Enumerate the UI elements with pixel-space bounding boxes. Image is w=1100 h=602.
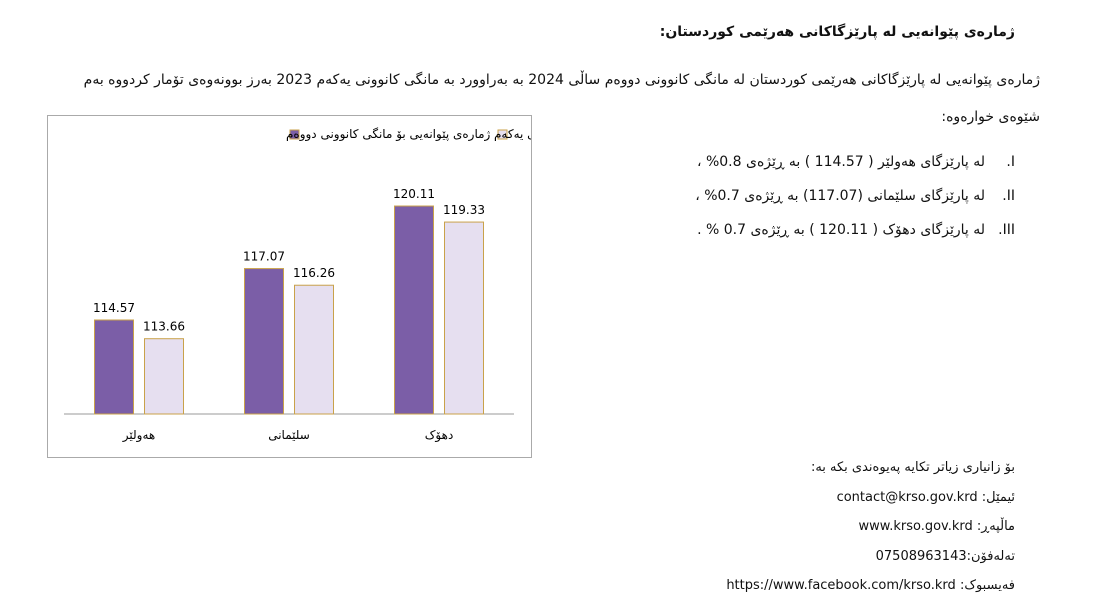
contact-block: بۆ زانیاری زیاتر تکایە پەیوەندی بکە بە: … (726, 453, 1015, 601)
data-label: 116.26 (293, 266, 335, 280)
contact-phone: تەلەفۆن:07508963143 (875, 548, 1015, 564)
data-label: 120.11 (393, 187, 435, 201)
legend-swatch (497, 129, 508, 140)
legend-label: ژمارەی پێوانەیی بۆ مانگی کانوونی دووەم (286, 127, 491, 142)
bar (144, 338, 184, 415)
contact-website: ماڵپەڕ: www.krso.gov.krd (858, 519, 1016, 534)
intro-paragraph: ژمارەی پێوانەیی لە پارێزگاکانی هەرێمی کو… (83, 72, 1040, 125)
legend-swatch (289, 129, 300, 140)
bar (244, 268, 284, 415)
result-list: I. لە پارێزگای هەولێر ( 114.57 ) بە ڕێژەی… (695, 145, 1015, 247)
bar (444, 221, 484, 415)
bar (294, 284, 334, 415)
x-tick-label: هەولێر (122, 428, 155, 443)
list-text: لە پارێزگای هەولێر ( 114.57 ) بە ڕێژەی 0… (696, 154, 985, 170)
x-tick-label: دهۆک (425, 428, 454, 443)
bar (394, 205, 434, 415)
x-tick-label: سلێمانی (268, 428, 310, 442)
data-label: 113.66 (143, 320, 185, 334)
list-item: II. لە پارێزگای سلێمانی (117.07) بە ڕێژەی… (695, 179, 1015, 213)
data-label: 119.33 (443, 203, 485, 217)
list-item: I. لە پارێزگای هەولێر ( 114.57 ) بە ڕێژەی… (695, 145, 1015, 179)
data-label: 114.57 (93, 301, 135, 315)
contact-email: ئیمێل: contact@krso.gov.krd (836, 489, 1015, 505)
contact-facebook: فەیسبوک: https://www.facebook.com/krso.k… (726, 578, 1015, 593)
chart: ژمارەی پێوانەیی بۆ مانگی کانوونی یەکەمژم… (64, 127, 697, 443)
list-number: I. (1006, 154, 1015, 170)
bar (94, 319, 134, 415)
contact-intro: بۆ زانیاری زیاتر تکایە پەیوەندی بکە بە: (810, 460, 1015, 475)
list-text: لە پارێزگای دهۆک ( 120.11 ) بە ڕێژەی 0.7… (697, 222, 985, 238)
list-item: III. لە پارێزگای دهۆک ( 120.11 ) بە ڕێژەی… (695, 213, 1015, 247)
data-label: 117.07 (243, 250, 285, 264)
list-number: III. (998, 222, 1015, 238)
doc-title: ژمارەی پێوانەیی لە پارێزگاکانی هەرێمی کو… (659, 24, 1015, 40)
list-number: II. (1002, 188, 1015, 204)
legend-label: ژمارەی پێوانەیی بۆ مانگی کانوونی یەکەم (494, 127, 531, 142)
chart-frame: ژمارەی پێوانەیی بۆ مانگی کانوونی یەکەمژم… (47, 115, 697, 458)
list-text: لە پارێزگای سلێمانی (117.07) بە ڕێژەی 0.… (695, 188, 985, 204)
